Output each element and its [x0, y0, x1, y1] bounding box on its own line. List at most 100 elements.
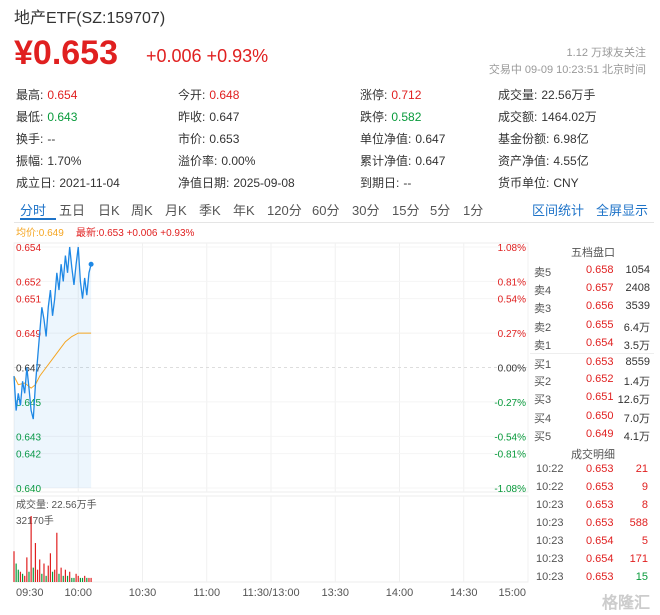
trade-time: 10:23	[536, 535, 564, 547]
tab-7[interactable]: 120分	[267, 203, 302, 218]
orderbook-volume: 2408	[625, 282, 650, 295]
y-tick-label: 0.643	[16, 432, 41, 443]
stat-value: 22.56万手	[541, 88, 596, 102]
tab-4[interactable]: 月K	[165, 203, 187, 218]
orderbook-volume: 7.0万	[623, 412, 650, 425]
price-point	[88, 261, 94, 267]
stat-item: 最低: 0.643	[16, 108, 77, 125]
trade-price: 0.654	[586, 553, 614, 565]
y-tick-label: 0.651	[16, 295, 41, 306]
trade-row: 10:22 0.653 21	[530, 461, 654, 479]
tab-12[interactable]: 1分	[463, 203, 484, 218]
stat-label: 最高:	[16, 88, 44, 102]
stat-item: 最高: 0.654	[16, 86, 77, 103]
x-tick-label: 10:30	[129, 587, 157, 599]
pct-tick-label: -1.08%	[494, 484, 526, 495]
pct-tick-label: 0.27%	[498, 329, 526, 340]
y-tick-label: 0.652	[16, 277, 41, 288]
intraday-chart[interactable]: 0.654 1.08% 0.652 0.81% 0.651 0.54% 0.649 0.27%…	[0, 220, 530, 612]
orderbook-volume: 1054	[625, 264, 650, 276]
stat-label: 成立日:	[16, 176, 56, 190]
stat-item: 换手: --	[16, 130, 55, 147]
trade-volume: 171	[629, 553, 648, 565]
stat-value: --	[403, 176, 412, 190]
orderbook-level: 卖4	[534, 285, 552, 298]
trade-price: 0.654	[586, 535, 614, 547]
trade-row: 10:23 0.653 588	[530, 515, 654, 533]
stat-value: 0.647	[415, 154, 446, 168]
orderbook-row: 买5 0.649 4.1万	[530, 426, 654, 444]
stat-value: 0.647	[415, 132, 446, 146]
orderbook-level: 卖1	[534, 339, 552, 352]
trades-title: 成交明细	[571, 449, 615, 461]
stat-label: 累计净值:	[360, 154, 412, 168]
active-tab-indicator	[20, 218, 56, 220]
stat-value: --	[47, 132, 56, 146]
pct-tick-label: 1.08%	[498, 243, 526, 254]
trade-time: 10:23	[536, 517, 564, 529]
pct-tick-label: 0.54%	[498, 295, 526, 306]
y-tick-label: 0.640	[16, 484, 41, 495]
stat-label: 成交量:	[498, 88, 538, 102]
trade-volume: 5	[641, 535, 648, 547]
stat-item: 累计净值: 0.647	[360, 152, 445, 169]
tab-3[interactable]: 周K	[131, 203, 153, 218]
stat-value: 0.582	[391, 110, 422, 124]
orderbook-level: 卖5	[534, 267, 552, 279]
trade-volume: 9	[641, 481, 648, 493]
stat-item: 资产净值: 4.55亿	[498, 152, 589, 169]
page-title: 地产ETF(SZ:159707)	[14, 10, 166, 27]
stat-label: 基金份额:	[498, 132, 550, 146]
stat-item: 成立日: 2021-11-04	[16, 174, 120, 191]
stat-item: 振幅: 1.70%	[16, 152, 81, 169]
orderbook-price: 0.656	[586, 300, 614, 313]
volume-max-label: 32170手	[16, 514, 54, 527]
trade-row: 10:23 0.654 5	[530, 533, 654, 551]
tab-6[interactable]: 年K	[233, 203, 255, 218]
trade-volume: 15	[635, 571, 648, 583]
trade-price: 0.653	[586, 481, 614, 493]
stat-value: 6.98亿	[553, 132, 589, 146]
trade-volume: 588	[629, 517, 648, 529]
interval-stats-link[interactable]: 区间统计	[532, 203, 585, 218]
y-tick-label: 0.642	[16, 450, 41, 461]
tab-5[interactable]: 季K	[199, 203, 221, 218]
y-tick-label: 0.645	[16, 398, 41, 409]
stat-label: 单位净值:	[360, 132, 412, 146]
orderbook-level: 买3	[534, 394, 552, 407]
stat-label: 最低:	[16, 110, 44, 124]
stat-item: 到期日: --	[360, 174, 411, 191]
orderbook-price: 0.650	[586, 409, 614, 422]
stat-label: 成交额:	[498, 110, 538, 124]
x-tick-label: 13:30	[321, 587, 349, 599]
trade-row: 10:23 0.654 171	[530, 551, 654, 569]
stat-item: 货币单位: CNY	[498, 174, 579, 191]
orderbook-level: 买5	[534, 430, 552, 443]
tab-11[interactable]: 5分	[430, 203, 451, 218]
orderbook-row: 买3 0.651 12.6万	[530, 389, 654, 407]
stat-value: 1464.02万	[541, 110, 597, 124]
followers-count[interactable]: 1.12 万球友关注	[566, 47, 646, 59]
pct-tick-label: 0.00%	[498, 364, 526, 375]
tab-1[interactable]: 五日	[59, 203, 86, 218]
tab-8[interactable]: 60分	[312, 203, 340, 218]
volume-label: 成交量: 22.56万手	[16, 498, 97, 511]
stat-label: 到期日:	[360, 176, 400, 190]
stat-value: 0.648	[209, 88, 240, 102]
fullscreen-link[interactable]: 全屏显示	[596, 203, 649, 218]
stat-label: 昨收:	[178, 110, 206, 124]
trade-volume: 21	[635, 463, 648, 475]
tab-9[interactable]: 30分	[352, 203, 380, 218]
x-tick-label: 14:00	[386, 587, 414, 599]
y-tick-label: 0.647	[16, 364, 41, 375]
trade-time: 10:23	[536, 553, 564, 565]
stat-label: 溢价率:	[178, 154, 218, 168]
stat-value: 2021-11-04	[59, 176, 120, 190]
tab-10[interactable]: 15分	[392, 203, 420, 218]
orderbook-row: 卖2 0.655 6.4万	[530, 317, 654, 335]
orderbook-level: 卖3	[534, 303, 552, 316]
orderbook-level: 买4	[534, 412, 552, 425]
tab-0[interactable]: 分时	[20, 203, 47, 218]
x-tick-label: 14:30	[450, 587, 478, 599]
tab-2[interactable]: 日K	[98, 203, 120, 218]
